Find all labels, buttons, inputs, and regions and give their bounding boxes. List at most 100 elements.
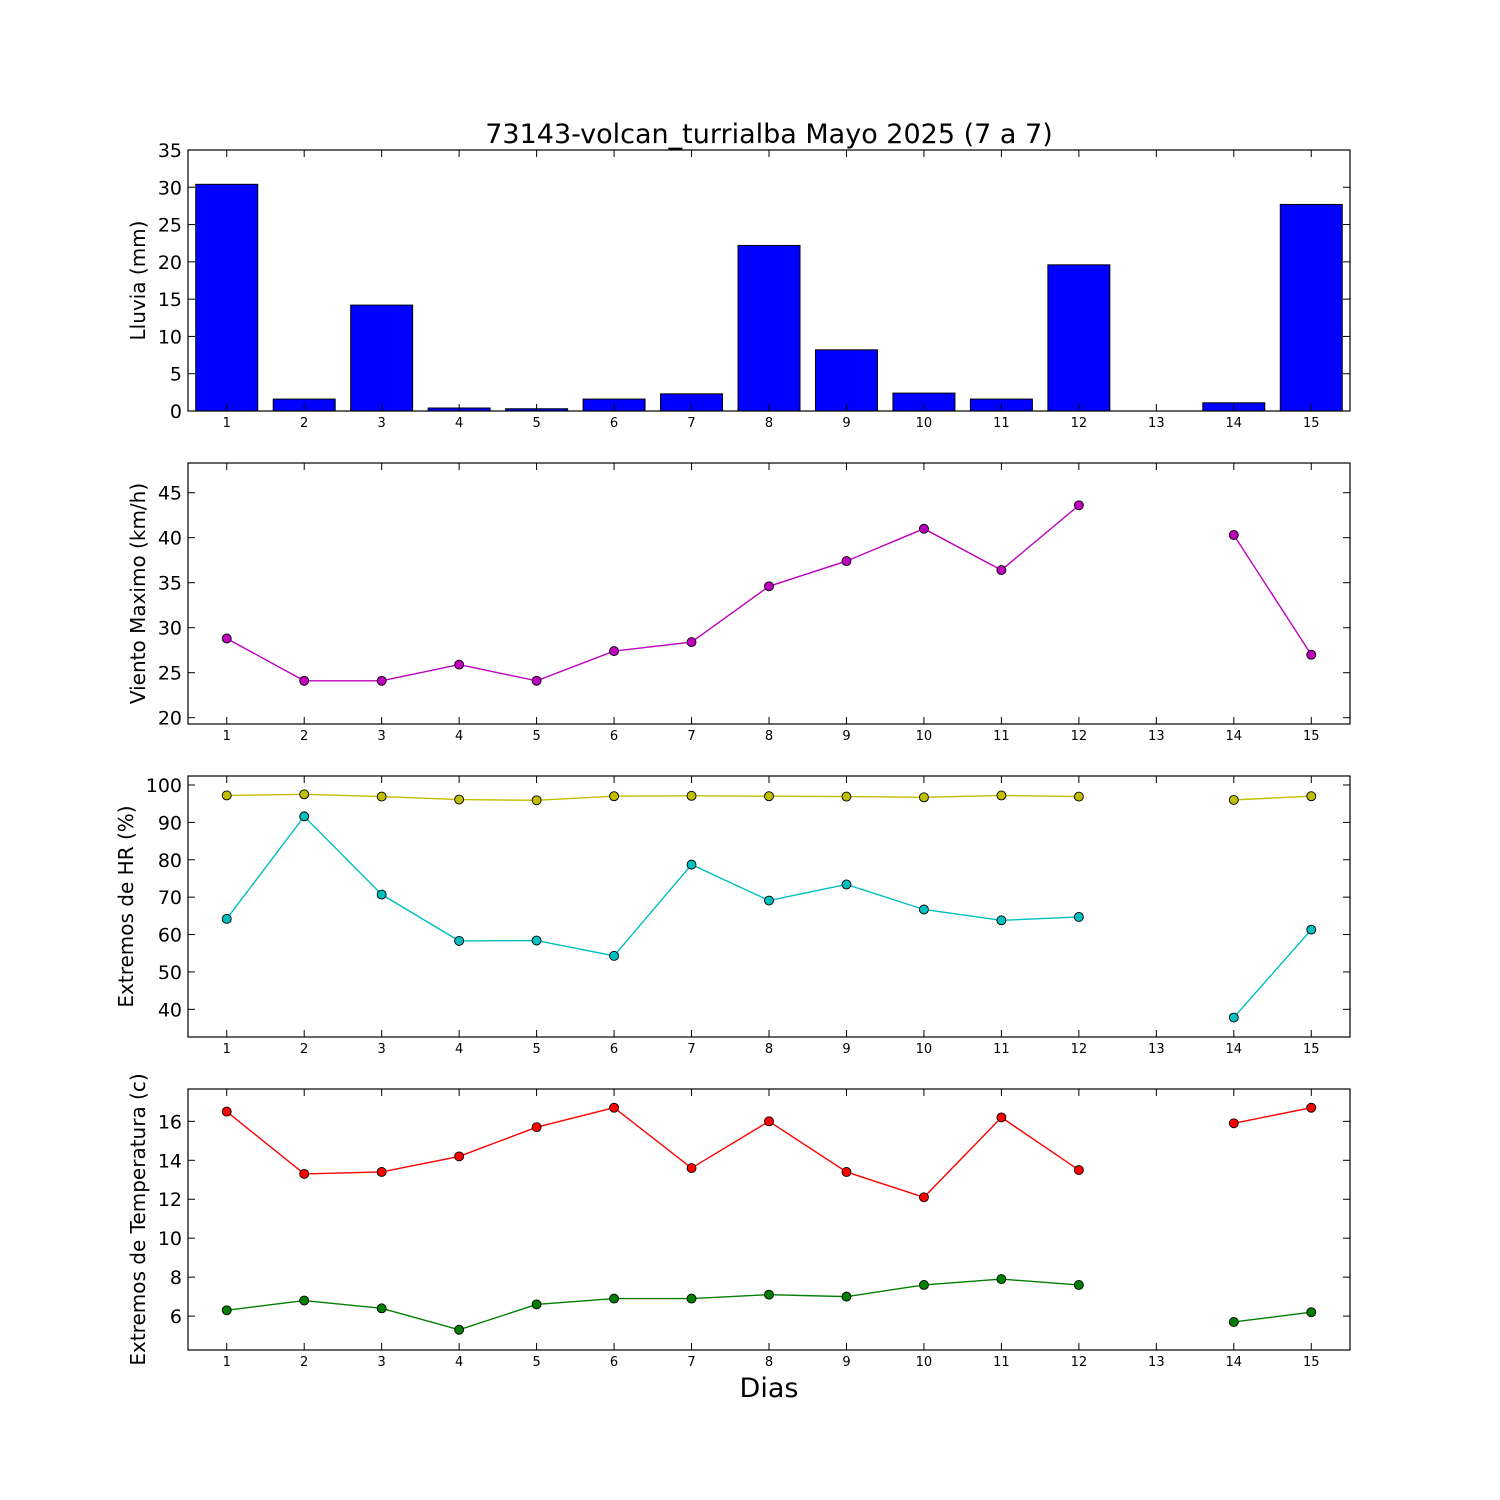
bar-day-9 (814, 349, 878, 412)
temperatura-series-1-line-0 (226, 1278, 1079, 1331)
panels: 1 2 3 4 5 6 7 8 9 10 11 12 13 14 1505101520253035Lluvi… (114, 140, 1351, 1370)
x-tick-label-viento-4: 4 (455, 729, 463, 744)
y-tick-label-viento-30: 30 (158, 618, 182, 640)
temperatura-series-1-point-day-2 (299, 1295, 310, 1306)
x-tick-label-lluvia-9: 9 (842, 416, 850, 431)
x-tick-label-viento-11: 11 (993, 729, 1010, 744)
x-tick-label-hr-12: 12 (1071, 1042, 1088, 1057)
x-tick-label-viento-1: 1 (223, 729, 231, 744)
hr-series-1-point-day-12 (1073, 912, 1084, 922)
x-tick-label-viento-9: 9 (842, 729, 850, 744)
x-tick-label-hr-8: 8 (765, 1042, 773, 1057)
x-tick-label-viento-13: 13 (1148, 729, 1165, 744)
y-axis-label-temperatura: Extremos de Temperatura (c) (126, 1073, 150, 1365)
temperatura-series-1-point-day-7 (686, 1293, 697, 1304)
hr-series-0-point-day-15 (1306, 791, 1317, 802)
hr-series-0-point-day-1 (221, 790, 232, 801)
viento-series-0-point-day-7 (686, 637, 697, 648)
x-tick-label-lluvia-5: 5 (532, 416, 540, 431)
y-tick-label-hr-40: 40 (158, 999, 182, 1021)
viento-series-0-point-day-14 (1228, 530, 1239, 540)
x-tick-label-lluvia-13: 13 (1148, 416, 1165, 431)
temperatura-series-0-point-day-10 (918, 1192, 929, 1203)
y-tick-label-viento-25: 25 (158, 663, 182, 685)
viento-series-0-point-day-2 (299, 675, 310, 686)
viento-series-0-line-1 (1233, 534, 1312, 656)
x-tick-label-temperatura-6: 6 (610, 1355, 618, 1370)
x-tick-label-lluvia-6: 6 (610, 416, 618, 431)
x-tick-label-temperatura-11: 11 (993, 1355, 1010, 1370)
x-tick-label-hr-1: 1 (223, 1042, 231, 1057)
y-axis-label-viento: Viento Maximo (km/h) (126, 483, 150, 704)
panel-hr: 1 2 3 4 5 6 7 8 9 10 11 12 13 14 15405060708090100Extr… (114, 775, 1351, 1057)
x-tick-label-viento-14: 14 (1226, 729, 1243, 744)
y-tick-label-temperatura-8: 8 (170, 1267, 182, 1289)
hr-series-1-line-0 (226, 815, 1079, 957)
hr-series-0-point-day-9 (841, 791, 852, 802)
x-tick-label-hr-2: 2 (300, 1042, 308, 1057)
temperatura-series-1-point-day-11 (996, 1274, 1007, 1285)
hr-series-1-point-day-5 (531, 935, 542, 946)
x-tick-label-hr-10: 10 (916, 1042, 933, 1057)
temperatura-series-0-point-day-8 (764, 1116, 774, 1127)
x-tick-label-lluvia-15: 15 (1303, 416, 1320, 431)
temperatura-series-0-point-day-6 (609, 1102, 620, 1113)
y-tick-label-lluvia-10: 10 (158, 326, 182, 348)
x-tick-label-hr-9: 9 (842, 1042, 850, 1057)
x-tick-label-temperatura-10: 10 (916, 1355, 933, 1370)
x-tick-label-lluvia-11: 11 (993, 416, 1010, 431)
hr-series-0-point-day-14 (1228, 794, 1239, 805)
y-tick-label-hr-80: 80 (158, 850, 182, 872)
x-tick-label-lluvia-14: 14 (1226, 416, 1243, 431)
x-tick-label-viento-10: 10 (916, 729, 933, 744)
bar-day-3 (350, 304, 414, 412)
temperatura-series-0-point-day-9 (841, 1167, 852, 1177)
x-tick-label-temperatura-13: 13 (1148, 1355, 1165, 1370)
bar-day-8 (737, 244, 801, 412)
temperatura-series-0-point-day-12 (1073, 1165, 1084, 1175)
temperatura-series-1-point-day-5 (531, 1299, 542, 1310)
x-tick-label-temperatura-1: 1 (223, 1355, 231, 1370)
hr-series-1-point-day-11 (996, 915, 1007, 926)
y-tick-label-lluvia-30: 30 (158, 177, 182, 199)
y-tick-label-temperatura-12: 12 (158, 1189, 182, 1211)
hr-series-0-line-1 (1233, 795, 1312, 801)
temperatura-series-1-point-day-15 (1306, 1307, 1317, 1318)
temperatura-series-1-point-day-1 (221, 1305, 232, 1316)
temperatura-series-1-point-day-4 (454, 1324, 465, 1335)
x-tick-label-hr-4: 4 (455, 1042, 463, 1057)
temperatura-series-1-point-day-14 (1228, 1317, 1239, 1327)
x-tick-label-temperatura-9: 9 (842, 1355, 850, 1370)
y-tick-label-lluvia-0: 0 (170, 401, 182, 423)
bar-day-1 (195, 183, 259, 412)
y-tick-label-hr-60: 60 (158, 925, 182, 947)
viento-series-0-point-day-12 (1073, 500, 1084, 511)
hr-series-1-point-day-4 (454, 935, 465, 946)
temperatura-series-0-point-day-3 (376, 1167, 387, 1177)
hr-series-1-point-day-14 (1228, 1012, 1239, 1023)
temperatura-series-0-point-day-4 (454, 1151, 465, 1162)
temperatura-series-0-line-1 (1233, 1107, 1312, 1124)
x-tick-label-viento-5: 5 (532, 729, 540, 744)
y-tick-label-temperatura-14: 14 (158, 1150, 182, 1172)
viento-series-0-point-day-15 (1306, 649, 1317, 660)
temperatura-series-1-point-day-12 (1073, 1279, 1084, 1290)
bar-day-12 (1047, 264, 1111, 412)
y-tick-label-hr-70: 70 (158, 887, 182, 909)
hr-series-0-point-day-11 (996, 790, 1007, 801)
hr-series-0-point-day-8 (764, 791, 774, 802)
hr-series-0-point-day-6 (609, 791, 620, 802)
x-tick-label-temperatura-8: 8 (765, 1355, 773, 1370)
temperatura-series-0-line-0 (226, 1106, 1080, 1199)
y-tick-label-lluvia-20: 20 (158, 252, 182, 274)
panel-temperatura: 1 2 3 4 5 6 7 8 9 10 11 12 13 14 156810121416Extremos … (126, 1073, 1351, 1370)
hr-series-1-point-day-1 (221, 913, 232, 924)
x-tick-label-hr-5: 5 (532, 1042, 540, 1057)
temperatura-series-1-point-day-3 (376, 1303, 387, 1314)
y-tick-label-viento-45: 45 (158, 483, 182, 505)
temperatura-series-0-point-day-7 (686, 1163, 697, 1174)
temperatura-series-1-point-day-10 (918, 1279, 929, 1290)
x-tick-label-lluvia-2: 2 (300, 416, 308, 431)
temperatura-series-0-point-day-15 (1306, 1102, 1317, 1113)
